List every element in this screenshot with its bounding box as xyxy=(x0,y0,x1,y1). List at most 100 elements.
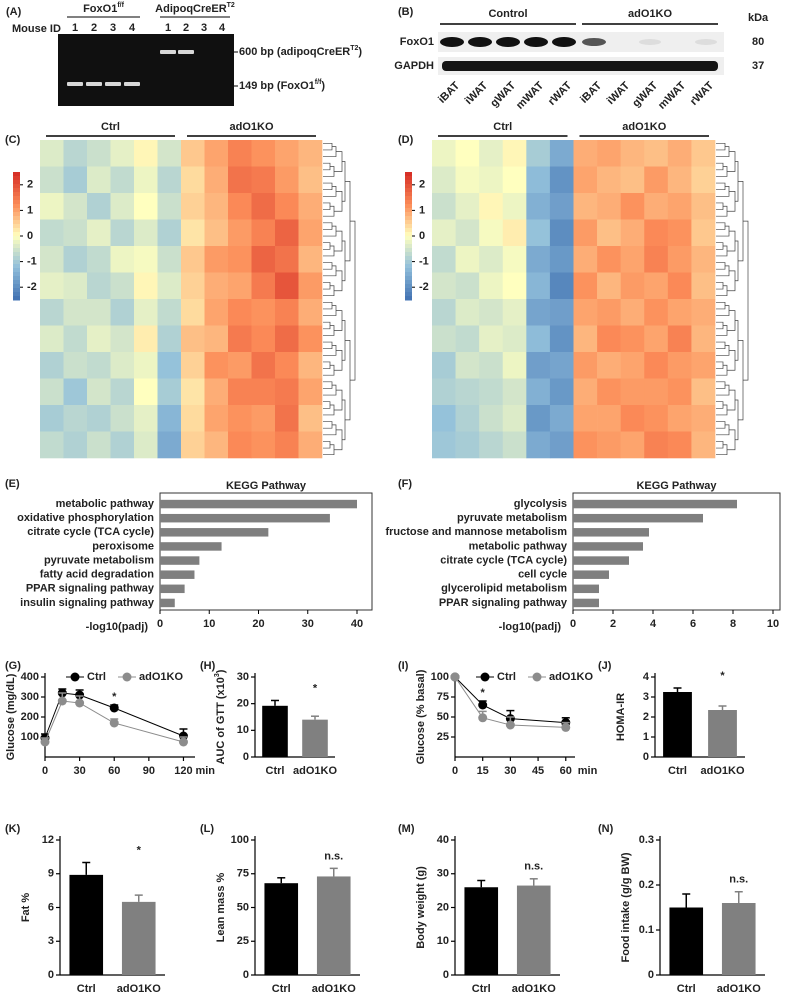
y-tick-label: 1 xyxy=(643,731,649,743)
category-label: peroxisome xyxy=(92,540,154,552)
plot-frame xyxy=(159,492,373,611)
y-tick-label: 0 xyxy=(643,751,649,763)
heatmap-cell xyxy=(455,193,480,220)
heatmap-cell xyxy=(298,140,323,167)
colorbar-segment xyxy=(13,180,20,185)
heatmap-cell xyxy=(691,352,716,379)
category-label: oxidative phosphorylation xyxy=(17,512,154,524)
dendrogram xyxy=(323,325,335,336)
heatmap-cell xyxy=(181,246,205,273)
colorbar-tick-label: 0 xyxy=(27,230,33,242)
dendrogram xyxy=(323,222,333,230)
x-tick-label: 4 xyxy=(650,618,657,630)
dendrogram xyxy=(716,242,724,250)
colorbar-segment xyxy=(405,200,412,205)
heatmap-cell xyxy=(502,140,527,167)
heatmap-cell xyxy=(597,246,621,273)
colorbar-segment xyxy=(13,204,20,209)
dendrogram xyxy=(716,285,728,297)
heatmap-cell xyxy=(432,299,456,326)
heatmap-cell xyxy=(157,272,182,300)
colorbar-tick-label: 0 xyxy=(419,230,425,242)
heatmap-cell xyxy=(526,166,551,194)
heatmap-cell xyxy=(620,246,645,273)
blot-band xyxy=(496,37,520,47)
dendrogram xyxy=(716,225,730,237)
text-part: ) xyxy=(358,46,362,58)
annotation: n.s. xyxy=(324,850,343,862)
heatmap-cell xyxy=(63,325,88,353)
heatmap-cell xyxy=(181,219,205,247)
heatmap-cell xyxy=(63,272,88,300)
heatmap-cell xyxy=(691,166,716,194)
heatmap-cell xyxy=(479,352,504,379)
heatmap-cell xyxy=(204,166,229,194)
category-label: glycerolipid metabolism xyxy=(441,583,567,595)
heatmap-cell xyxy=(644,431,669,459)
colorbar-segment xyxy=(405,276,412,281)
lane-label: iBAT xyxy=(436,80,462,106)
line xyxy=(454,676,566,724)
heatmap-cell xyxy=(63,299,88,326)
heatmap-cell xyxy=(526,219,551,247)
category-label: cell cycle xyxy=(518,569,567,581)
colorbar-tick-label: -2 xyxy=(419,281,429,293)
gel-image xyxy=(58,34,234,106)
dendrogram xyxy=(738,340,744,421)
x-tick-label: 20 xyxy=(252,618,264,630)
colorbar-segment xyxy=(13,264,20,269)
heatmap-cell xyxy=(298,299,323,326)
group-label: adO1KO xyxy=(628,8,672,20)
dendrogram xyxy=(323,245,335,257)
heatmap-cell xyxy=(667,352,692,379)
heatmap-cell xyxy=(526,352,551,379)
heatmap-cell xyxy=(87,431,111,459)
dendrogram xyxy=(323,361,331,369)
heatmap-cell xyxy=(63,378,88,406)
heatmap-cell xyxy=(63,219,88,247)
dendrogram xyxy=(323,166,335,177)
colorbar-segment xyxy=(405,280,412,285)
dendrogram xyxy=(323,441,331,449)
heatmap-cell xyxy=(134,246,158,273)
legend-label: adO1KO xyxy=(139,671,183,683)
heatmap-cell xyxy=(526,431,551,459)
dendrogram xyxy=(323,364,335,376)
heatmap-cell xyxy=(667,140,692,167)
heatmap-cell xyxy=(157,140,182,167)
heatmap-cell xyxy=(549,246,574,273)
x-tick-label: adO1KO xyxy=(293,765,337,777)
dendrogram xyxy=(323,162,331,171)
heatmap-cell xyxy=(275,431,299,459)
dendrogram xyxy=(727,349,736,371)
heatmap-cell xyxy=(549,193,574,220)
text-part: 600 bp (adipoqCreER xyxy=(239,46,350,58)
heatmap-cell xyxy=(432,219,456,247)
heatmap-cell xyxy=(134,352,158,379)
heatmap-cell xyxy=(204,352,229,379)
text-part: ) xyxy=(321,80,325,92)
heatmap-cell xyxy=(479,193,504,220)
bar xyxy=(160,598,175,608)
dendrogram xyxy=(743,220,749,381)
blot-band xyxy=(440,37,464,47)
dendrogram xyxy=(716,424,730,436)
heatmap-cell xyxy=(502,219,527,247)
heatmap-cell xyxy=(251,246,276,273)
heatmap-cell xyxy=(181,378,205,406)
bar xyxy=(721,903,756,975)
colorbar-segment xyxy=(405,220,412,225)
heatmap-cell xyxy=(275,299,299,326)
heatmap-cell xyxy=(110,352,135,379)
heatmap-cell xyxy=(455,405,480,432)
y-axis-label: Lean mass % xyxy=(215,872,227,942)
y-tick-label: 0 xyxy=(243,751,249,763)
heatmap-cell xyxy=(597,140,621,167)
dendrogram xyxy=(334,151,343,172)
colorbar-segment xyxy=(13,296,20,301)
heatmap-cell xyxy=(526,405,551,432)
gel-band xyxy=(178,50,194,54)
x-tick-label: 30 xyxy=(302,618,314,630)
dendrogram xyxy=(323,142,333,151)
text-part: AdipoqCreER xyxy=(155,3,227,15)
